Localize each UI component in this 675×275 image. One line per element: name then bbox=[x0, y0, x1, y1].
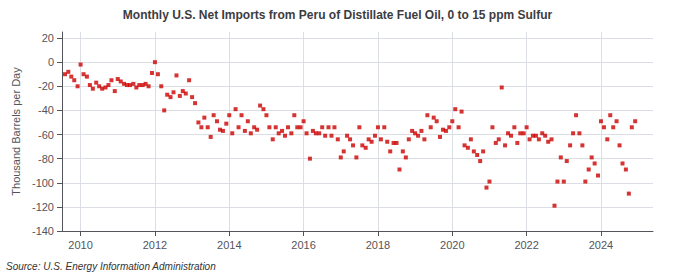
svg-text:2020: 2020 bbox=[440, 239, 464, 251]
svg-text:-100: -100 bbox=[32, 177, 54, 189]
svg-text:-60: -60 bbox=[38, 129, 54, 141]
svg-text:0: 0 bbox=[48, 56, 54, 68]
svg-text:-80: -80 bbox=[38, 153, 54, 165]
svg-text:2018: 2018 bbox=[366, 239, 390, 251]
svg-text:Source: U.S. Energy Informatio: Source: U.S. Energy Information Administ… bbox=[6, 261, 216, 272]
svg-text:Monthly U.S. Net Imports from: Monthly U.S. Net Imports from Peru of Di… bbox=[123, 8, 553, 22]
svg-text:-40: -40 bbox=[38, 104, 54, 116]
svg-text:20: 20 bbox=[42, 32, 54, 44]
svg-text:2016: 2016 bbox=[291, 239, 315, 251]
svg-text:-140: -140 bbox=[32, 225, 54, 237]
svg-text:2010: 2010 bbox=[68, 239, 92, 251]
svg-text:2012: 2012 bbox=[143, 239, 167, 251]
svg-text:2022: 2022 bbox=[514, 239, 538, 251]
svg-text:2024: 2024 bbox=[589, 239, 613, 251]
svg-text:Thousand Barrels per Day: Thousand Barrels per Day bbox=[10, 67, 22, 196]
svg-text:2014: 2014 bbox=[217, 239, 241, 251]
svg-text:-120: -120 bbox=[32, 201, 54, 213]
svg-text:-20: -20 bbox=[38, 80, 54, 92]
